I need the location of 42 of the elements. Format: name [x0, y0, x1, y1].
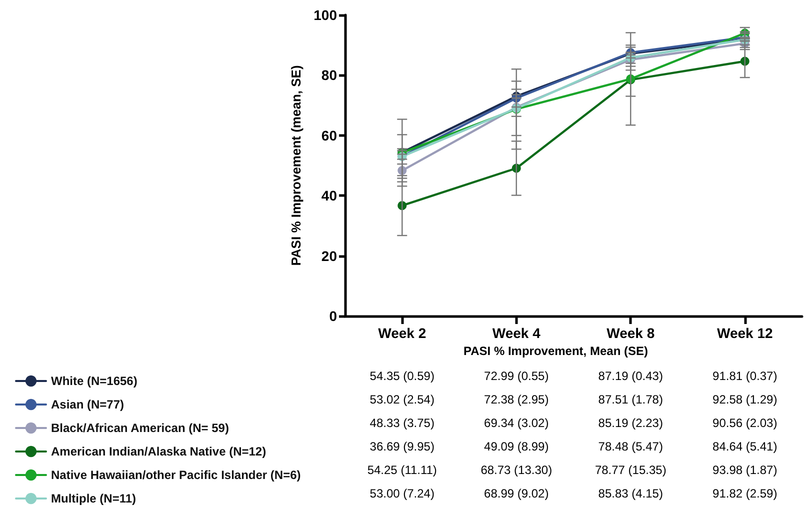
data-label: 93.98 (1.87): [712, 463, 778, 477]
y-tick-label: 20: [321, 248, 338, 264]
data-label: 85.19 (2.23): [598, 416, 663, 430]
data-label: 85.83 (4.15): [598, 486, 663, 500]
data-label: 53.00 (7.24): [370, 486, 434, 500]
data-label: 72.38 (2.95): [484, 392, 549, 406]
y-tick-label: 40: [321, 188, 338, 204]
x-tick-label: Week 12: [716, 325, 773, 341]
data-label: 68.99 (9.02): [484, 486, 549, 500]
legend-label: White (N=1656): [51, 374, 138, 388]
data-label: 54.35 (0.59): [370, 369, 434, 383]
data-label: 87.19 (0.43): [598, 369, 663, 383]
y-tick-label: 80: [321, 67, 338, 84]
y-axis-title: PASI % Improvement (mean, SE): [288, 65, 304, 266]
x-tick-label: Week 2: [378, 325, 426, 341]
data-label: 91.82 (2.59): [712, 486, 778, 500]
legend-label: Asian (N=77): [51, 398, 124, 412]
y-tick-label: 60: [321, 127, 338, 144]
data-label: 84.64 (5.41): [712, 440, 778, 454]
data-label: 72.99 (0.55): [484, 369, 549, 383]
data-label: 68.73 (13.30): [480, 463, 552, 477]
text: PASI % Improvement, Mean (SE): [464, 344, 648, 358]
data-label: 90.56 (2.03): [712, 416, 778, 430]
x-tick-label: Week 4: [492, 325, 541, 341]
data-label: 78.48 (5.47): [598, 440, 663, 454]
y-tick-label: 0: [329, 308, 338, 324]
data-label: 53.02 (2.54): [370, 392, 434, 406]
data-label: 48.33 (3.75): [370, 416, 434, 430]
data-label: 49.09 (8.99): [484, 440, 549, 454]
x-tick-label: Week 8: [606, 325, 655, 341]
legend-label: Native Hawaiian/other Pacific Islander (N=6): [51, 468, 301, 482]
data-label: 36.69 (9.95): [370, 440, 434, 454]
data-label: 69.34 (3.02): [484, 416, 549, 430]
data-label: 54.25 (11.11): [367, 463, 437, 477]
data-label: 91.81 (0.37): [712, 369, 778, 383]
data-label: 78.77 (15.35): [594, 463, 666, 477]
legend-label: American Indian/Alaska Native (N=12): [51, 444, 266, 458]
y-tick-label: 100: [314, 7, 338, 23]
data-label: 92.58 (1.29): [712, 392, 778, 406]
legend-label: Multiple (N=11): [51, 492, 136, 506]
legend-label: Black/African American (N= 59): [51, 421, 229, 435]
data-label: 87.51 (1.78): [598, 392, 663, 406]
